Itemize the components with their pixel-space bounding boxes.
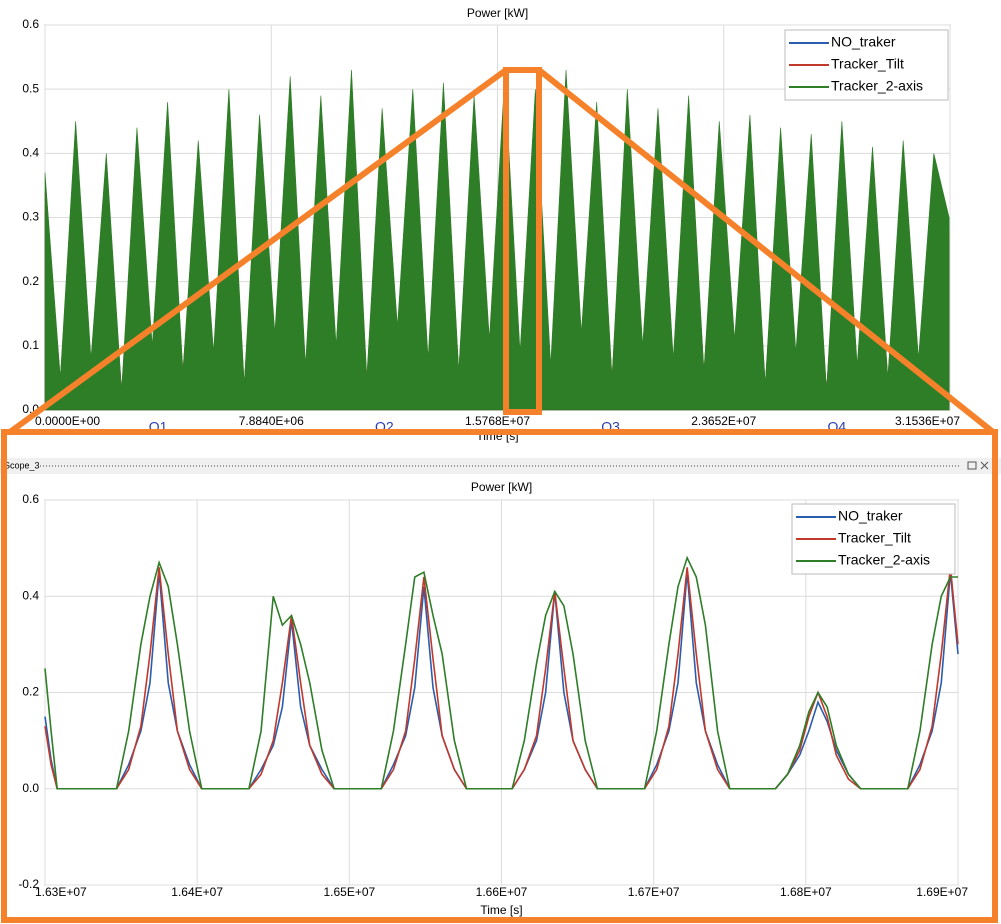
chart-title: Power [kW] bbox=[471, 480, 532, 494]
x-tick-label: 1.66E+07 bbox=[476, 885, 528, 899]
legend-label: Tracker_2-axis bbox=[831, 78, 923, 94]
maximize-button[interactable] bbox=[967, 461, 977, 470]
y-tick-label: 0.0 bbox=[22, 781, 39, 795]
x-tick-label: 1.65E+07 bbox=[323, 885, 375, 899]
zoom-line bbox=[537, 67, 995, 435]
zoom-box bbox=[503, 67, 542, 415]
x-tick-label: 1.67E+07 bbox=[628, 885, 680, 899]
y-tick-label: 0.1 bbox=[22, 338, 39, 352]
y-tick-label: -0.2 bbox=[18, 877, 39, 891]
chart: Power [kW] Time [s] -0.2 0.0 0.2 0.4 0.6 1.63E+… bbox=[18, 480, 968, 917]
x-tick-label: 3.1536E+07 bbox=[895, 414, 960, 428]
y-tick-label: 0.4 bbox=[22, 588, 39, 602]
close-button[interactable] bbox=[980, 461, 989, 470]
x-tick-label: 0.0000E+00 bbox=[35, 414, 100, 428]
x-tick-label: 1.64E+07 bbox=[171, 885, 223, 899]
zoom-frame bbox=[1, 429, 998, 923]
y-tick-label: 0.6 bbox=[22, 492, 39, 506]
legend-label: Tracker_Tilt bbox=[831, 56, 904, 72]
x-tick-label: 2.3652E+07 bbox=[691, 414, 756, 428]
zoom-line bbox=[8, 67, 508, 435]
series-line bbox=[44, 555, 958, 790]
chart: Power [kW]Time [s]0.00.10.20.30.40.50.60… bbox=[22, 6, 960, 443]
y-tick-label: 0.2 bbox=[22, 274, 39, 288]
x-tick-label: 1.5768E+07 bbox=[465, 414, 530, 428]
window-bar bbox=[0, 458, 1001, 474]
x-tick-label: 1.63E+07 bbox=[35, 885, 87, 899]
x-axis-label: Time [s] bbox=[480, 903, 522, 917]
y-tick-label: 0.5 bbox=[22, 81, 39, 95]
legend-label: NO_traker bbox=[831, 34, 896, 50]
legend-label: Tracker_Tilt bbox=[838, 530, 911, 546]
charts: Power [kW] Time [s] 0.0 0.1 0.2 0.3 0.4 0.5 0.6 0… bbox=[18, 6, 968, 917]
x-tick-label: 1.69E+07 bbox=[916, 885, 968, 899]
legend-label: Tracker_2-axis bbox=[838, 552, 930, 568]
y-tick-label: 0.6 bbox=[22, 17, 39, 31]
legend-label: NO_traker bbox=[838, 508, 903, 524]
y-tick-label: 0.3 bbox=[22, 210, 39, 224]
zoom-overlay bbox=[1, 67, 998, 923]
chart-title: Power [kW] bbox=[467, 6, 528, 20]
x-tick-label: 7.8840E+06 bbox=[239, 414, 304, 428]
window-title: Scope_3 bbox=[4, 460, 40, 470]
y-tick-label: 0.4 bbox=[22, 146, 39, 160]
y-tick-label: 0.2 bbox=[22, 685, 39, 699]
x-tick-label: 1.68E+07 bbox=[780, 885, 832, 899]
